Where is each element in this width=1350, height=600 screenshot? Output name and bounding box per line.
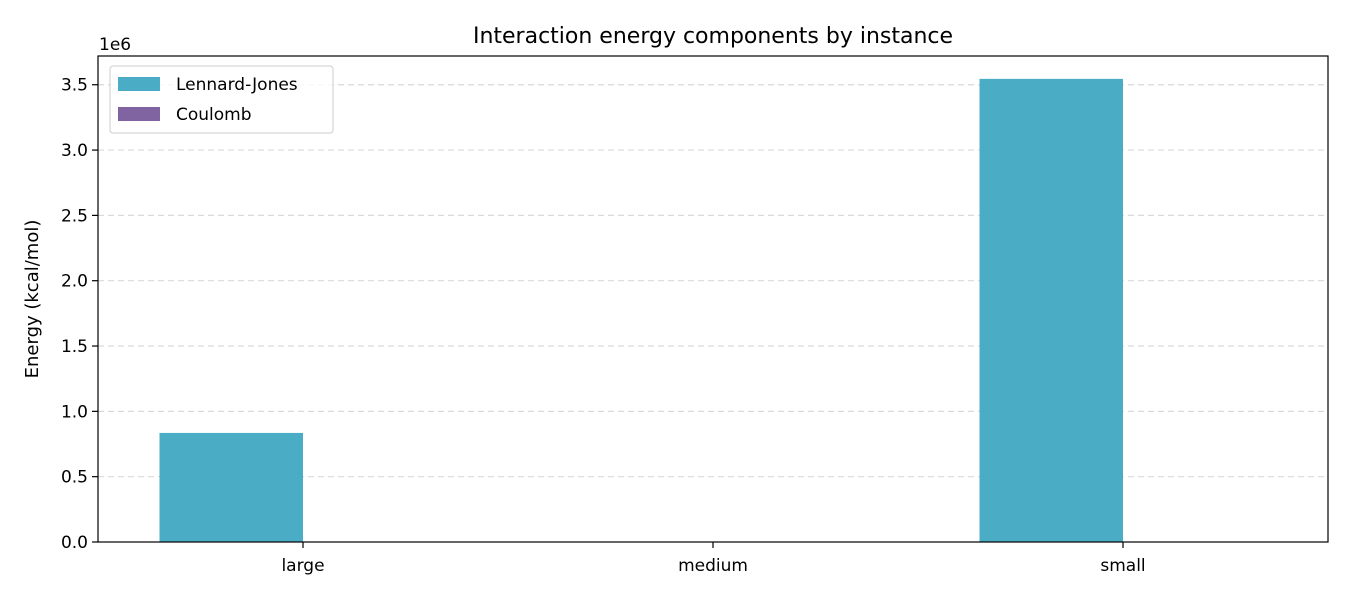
y-tick-label: 3.5 bbox=[61, 76, 88, 96]
x-tick-label: small bbox=[1100, 556, 1145, 576]
legend: Lennard-Jones Coulomb bbox=[109, 65, 334, 134]
legend-label: Coulomb bbox=[176, 105, 252, 125]
x-tick-label: large bbox=[281, 556, 324, 576]
y-tick-label: 1.5 bbox=[61, 337, 88, 357]
legend-swatch bbox=[118, 77, 160, 91]
y-tick-label: 0.0 bbox=[61, 533, 88, 553]
bar-lennard-jones-small bbox=[979, 78, 1123, 542]
legend-label: Lennard-Jones bbox=[176, 75, 298, 95]
x-axis: large medium small bbox=[281, 542, 1146, 576]
y-axis: 0.0 0.5 1.0 1.5 2.0 2.5 3.0 3.5 bbox=[61, 76, 98, 553]
x-tick-label: medium bbox=[678, 556, 748, 576]
legend-box bbox=[109, 65, 334, 134]
y-tick-label: 2.0 bbox=[61, 272, 88, 292]
y-offset-label: 1e6 bbox=[99, 35, 131, 55]
legend-swatch bbox=[118, 107, 160, 121]
bar-lennard-jones-large bbox=[159, 432, 303, 542]
chart-title: Interaction energy components by instanc… bbox=[473, 24, 953, 49]
y-tick-label: 2.5 bbox=[61, 206, 88, 226]
y-tick-label: 3.0 bbox=[61, 141, 88, 161]
y-tick-label: 0.5 bbox=[61, 468, 88, 488]
y-axis-label: Energy (kcal/mol) bbox=[22, 220, 43, 379]
y-tick-label: 1.0 bbox=[61, 402, 88, 422]
bars bbox=[159, 78, 1123, 542]
